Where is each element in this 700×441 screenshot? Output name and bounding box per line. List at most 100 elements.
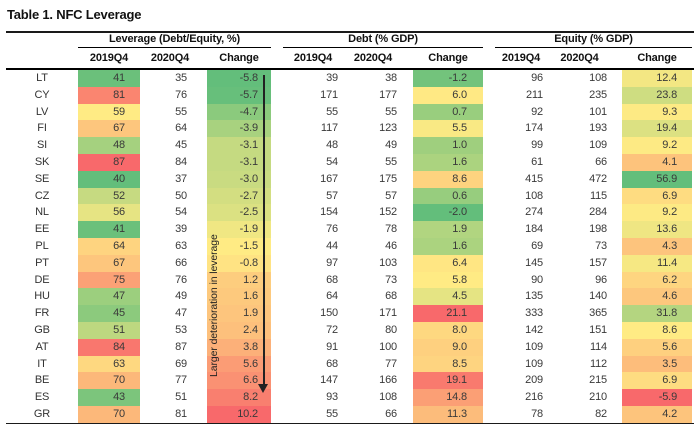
spacer-cell xyxy=(612,356,622,373)
spacer-cell xyxy=(200,255,207,272)
cell-debt-2019q4: 154 xyxy=(320,206,339,219)
cell-debt-2020q4: 73 xyxy=(385,273,398,286)
cell-equity-2020q4: 82 xyxy=(547,405,613,424)
spacer-cell xyxy=(200,405,207,424)
cell-leverage-change: 5.6 xyxy=(207,355,272,373)
cell-debt-change: 4.5 xyxy=(413,288,484,306)
cell-country: ES xyxy=(34,391,50,404)
cell-equity-2019q4: 184 xyxy=(525,223,544,236)
spacer-cell xyxy=(200,372,207,389)
spacer-cell xyxy=(200,104,207,121)
spacer-cell xyxy=(271,339,283,356)
cell-leverage-2020q4: 49 xyxy=(175,290,187,303)
spacer-cell xyxy=(271,204,283,221)
cell-debt-2020q4: 78 xyxy=(385,223,398,236)
cell-debt-2020q4: 166 xyxy=(379,374,398,387)
group-gap xyxy=(483,33,495,48)
spacer-cell xyxy=(200,305,207,322)
spacer-cell xyxy=(692,322,694,339)
spacer-cell xyxy=(200,188,207,205)
cell-leverage-change: -5.8 xyxy=(207,69,272,87)
cell-leverage-change: -3.9 xyxy=(207,120,272,138)
sub-header-blank xyxy=(6,47,78,70)
cell-equity-change: 9.2 xyxy=(622,204,693,222)
cell-debt-2020q4: 171 xyxy=(379,307,398,320)
cell-debt-2019q4: 117 xyxy=(320,122,339,135)
cell-equity-change: 5.6 xyxy=(622,338,693,356)
cell-debt-change: 0.7 xyxy=(413,103,484,121)
spacer-cell xyxy=(403,255,413,272)
spacer-cell xyxy=(483,272,495,289)
spacer-cell xyxy=(612,171,622,188)
cell-debt-change: 6.4 xyxy=(413,254,484,272)
cell-leverage-change: 10.2 xyxy=(207,405,272,424)
sub-header-gap xyxy=(403,47,414,70)
cell-equity-2019q4: 415 xyxy=(525,172,544,185)
cell-equity-2019q4: 145 xyxy=(525,256,544,269)
spacer-cell xyxy=(271,288,283,305)
spacer-cell xyxy=(483,120,495,137)
spacer-cell xyxy=(271,69,283,87)
cell-equity-change: 11.4 xyxy=(622,254,693,272)
spacer-cell xyxy=(403,188,413,205)
cell-leverage-change: -0.8 xyxy=(207,254,272,272)
cell-leverage-change: 1.6 xyxy=(207,288,272,306)
cell-country: PL xyxy=(35,239,49,252)
cell-debt-2019q4: 72 xyxy=(326,323,339,336)
cell-leverage-2020q4: 76 xyxy=(175,273,187,286)
cell-debt-2020q4: 46 xyxy=(385,239,398,252)
cell-debt-2019q4: 55 xyxy=(326,105,339,118)
spacer-cell xyxy=(271,238,283,255)
table-title: Table 1. NFC Leverage xyxy=(7,7,142,22)
spacer-cell xyxy=(692,154,694,171)
cell-equity-change: 4.3 xyxy=(622,237,693,255)
cell-equity-change: 19.4 xyxy=(622,120,693,138)
cell-leverage-2020q4: 53 xyxy=(175,323,187,336)
sub-header-leverage-2020q4: 2020Q4 xyxy=(140,47,200,70)
cell-equity-2019q4: 99 xyxy=(531,139,544,152)
table-row: EE 41 39 -1.9 76 78 1.9 184 198 13.6 xyxy=(6,221,694,238)
cell-debt-2020q4: 175 xyxy=(379,172,398,185)
cell-debt-2019q4: 150 xyxy=(320,307,339,320)
cell-debt-change: 8.5 xyxy=(413,355,484,373)
spacer-cell xyxy=(692,272,694,289)
cell-leverage-change: -1.9 xyxy=(207,221,272,238)
cell-equity-2019q4: 142 xyxy=(525,323,544,336)
cell-leverage-change: -3.1 xyxy=(207,137,272,154)
cell-leverage-2019q4: 47 xyxy=(78,288,140,306)
cell-leverage-2020q4: 35 xyxy=(175,72,187,84)
sub-header-leverage-change: Change xyxy=(207,47,272,70)
spacer-cell xyxy=(483,305,495,322)
spacer-cell xyxy=(200,87,207,104)
cell-debt-change: 1.6 xyxy=(413,237,484,255)
cell-country: LT xyxy=(36,72,48,84)
spacer-cell xyxy=(403,204,413,221)
spacer-cell xyxy=(200,389,207,406)
cell-equity-2019q4: 109 xyxy=(525,340,544,353)
cell-equity-2019q4: 209 xyxy=(525,374,544,387)
spacer-cell xyxy=(483,154,495,171)
cell-leverage-2019q4: 48 xyxy=(78,137,140,154)
table-row: BE 70 77 6.6 147 166 19.1 209 215 6.9 xyxy=(6,372,694,390)
cell-country: GR xyxy=(6,405,78,424)
cell-leverage-2019q4: 70 xyxy=(78,405,140,424)
cell-equity-change: 9.3 xyxy=(622,103,693,121)
cell-debt-2019q4: 57 xyxy=(326,189,339,202)
cell-country: GB xyxy=(34,323,50,336)
spacer-cell xyxy=(692,405,695,424)
cell-leverage-2020q4: 51 xyxy=(175,391,187,404)
cell-leverage-2020q4: 54 xyxy=(175,206,187,219)
cell-debt-2019q4: 147 xyxy=(320,374,339,387)
sub-header-equity-change: Change xyxy=(622,47,693,70)
cell-debt-2019q4: 54 xyxy=(326,155,339,168)
group-gap xyxy=(692,33,694,48)
cell-leverage-2020q4: 81 xyxy=(140,405,200,424)
cell-equity-change: 12.4 xyxy=(622,69,693,87)
spacer-cell xyxy=(612,389,622,406)
cell-equity-2020q4: 284 xyxy=(589,206,608,219)
cell-leverage-2019q4: 84 xyxy=(78,338,140,356)
spacer-cell xyxy=(200,204,207,221)
cell-equity-2020q4: 210 xyxy=(589,391,608,404)
cell-leverage-2020q4: 47 xyxy=(175,307,187,320)
cell-country: FI xyxy=(37,122,47,135)
